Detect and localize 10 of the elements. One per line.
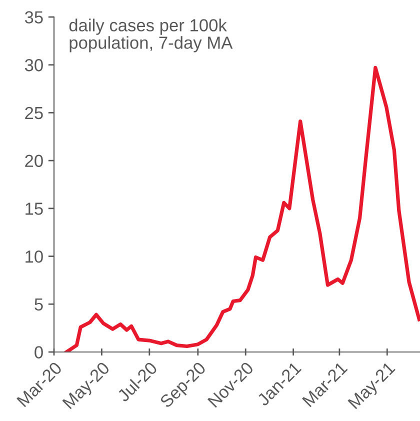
y-tick-label: 35 — [24, 11, 43, 24]
y-tick-label: 0 — [34, 346, 43, 358]
y-tick-label: 15 — [26, 202, 43, 215]
y-tick-label: 25 — [25, 106, 43, 120]
text: daily cases per 100k population, 7-day MA — [69, 18, 233, 52]
line-series — [64, 66, 420, 352]
y-tick-label: 30 — [24, 59, 43, 72]
y-tick-label: 20 — [25, 154, 43, 168]
y-tick-label: 10 — [26, 250, 43, 263]
y-tick-label: 5 — [34, 298, 43, 311]
